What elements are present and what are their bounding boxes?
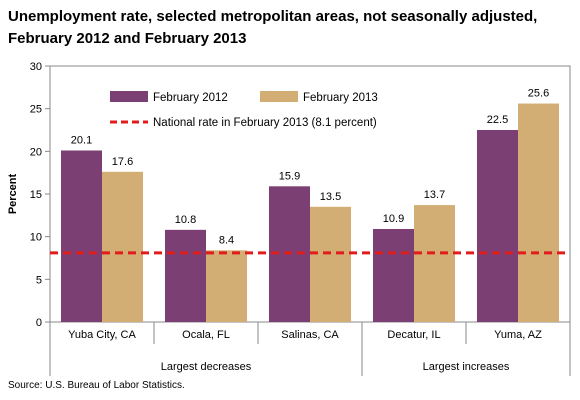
category-label: Yuma, AZ (494, 329, 542, 341)
bar-value-label: 20.1 (71, 134, 92, 146)
chart-title-line-1: Unemployment rate, selected metropolitan… (8, 8, 538, 25)
bar (414, 205, 455, 322)
legend-swatch (110, 91, 148, 102)
legend-label: National rate in February 2013 (8.1 perc… (153, 117, 377, 129)
bar-value-label: 10.8 (175, 214, 196, 226)
bar (310, 206, 351, 322)
y-tick-label: 0 (36, 317, 42, 329)
bar-value-label: 25.6 (528, 88, 549, 100)
y-tick-label: 15 (30, 189, 42, 201)
bar (518, 103, 559, 323)
legend-label: February 2013 (303, 92, 378, 104)
bar (477, 130, 518, 322)
group-label: Largest decreases (161, 361, 252, 373)
category-label: Decatur, IL (387, 329, 440, 341)
group-label: Largest increases (423, 361, 510, 373)
category-label: Yuba City, CA (68, 329, 136, 341)
y-axis-label: Percent (7, 173, 19, 214)
bar-value-label: 13.5 (320, 191, 341, 203)
chart-title: Unemployment rate, selected metropolitan… (8, 6, 568, 50)
chart-title-line-2: February 2012 and February 2013 (8, 30, 247, 47)
bar-value-label: 13.7 (424, 189, 445, 201)
bar (102, 171, 143, 322)
bar-value-label: 8.4 (219, 234, 234, 246)
category-label: Salinas, CA (281, 329, 339, 341)
y-tick-label: 5 (36, 274, 42, 286)
y-tick-label: 25 (30, 104, 42, 116)
legend-label: February 2012 (153, 92, 228, 104)
bar (61, 150, 102, 322)
bar (165, 229, 206, 322)
source-note: Source: U.S. Bureau of Labor Statistics. (8, 380, 185, 391)
bar (206, 250, 247, 322)
y-tick-label: 20 (30, 146, 42, 158)
bar-value-label: 10.9 (383, 213, 404, 225)
bar-value-label: 17.6 (112, 156, 133, 168)
category-label: Ocala, FL (182, 329, 230, 341)
y-tick-label: 10 (30, 232, 42, 244)
bar (373, 228, 414, 322)
y-tick-label: 30 (30, 61, 42, 73)
legend-swatch (260, 91, 298, 102)
bar-value-label: 22.5 (487, 114, 508, 126)
bar-value-label: 15.9 (279, 170, 300, 182)
